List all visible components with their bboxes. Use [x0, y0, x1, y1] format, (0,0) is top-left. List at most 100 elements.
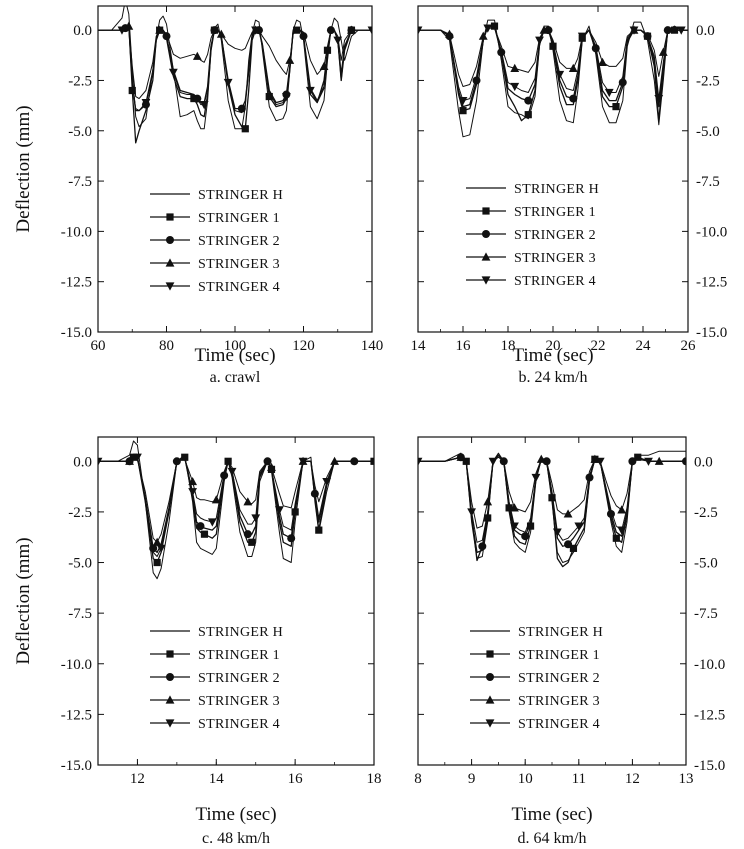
- x-tick-label: 80: [159, 338, 174, 354]
- data-point: [658, 47, 668, 56]
- y-tick-label: -7.5: [696, 174, 720, 190]
- series-stringer-1: [98, 23, 372, 144]
- data-point: [287, 534, 296, 543]
- legend: STRINGER H STRINGER 1 STRINGER 2 STRINGER 3…: [150, 625, 283, 732]
- data-point: [629, 26, 639, 35]
- y-tick-label: -12.5: [694, 707, 725, 723]
- data-point: [281, 92, 291, 102]
- legend-label: STRINGER 1: [518, 648, 600, 663]
- data-point: [598, 57, 607, 66]
- data-point: [526, 522, 535, 530]
- x-tick-label: 13: [679, 771, 694, 787]
- data-point: [149, 544, 158, 553]
- series-line: [98, 25, 372, 100]
- x-tick-label: 24: [636, 338, 652, 354]
- data-point: [569, 544, 578, 552]
- data-point: [524, 96, 533, 105]
- y-tick-label: -10.0: [696, 224, 727, 240]
- series-line: [418, 27, 688, 102]
- data-point: [200, 530, 209, 538]
- data-point: [251, 26, 260, 35]
- y-tick-label: -5.0: [694, 556, 718, 572]
- x-axis-title: Time (sec): [195, 804, 276, 825]
- x-tick-label: 18: [501, 338, 516, 354]
- data-point: [243, 497, 253, 506]
- data-point: [315, 526, 323, 534]
- data-point: [211, 495, 221, 504]
- x-tick-label: 20: [546, 338, 561, 354]
- series-line: [418, 450, 686, 563]
- data-point: [141, 98, 151, 108]
- data-point: [196, 522, 205, 531]
- series-line: [418, 27, 688, 87]
- series-stringer-4: [418, 24, 688, 106]
- data-point: [156, 544, 166, 553]
- series-stringer-1: [418, 453, 686, 568]
- data-point: [298, 457, 308, 466]
- legend-marker: [485, 719, 495, 728]
- legend: STRINGER H STRINGER 1 STRINGER 2 STRINGER 3…: [150, 188, 283, 295]
- x-tick-label: 16: [288, 771, 304, 787]
- data-point: [207, 518, 217, 527]
- legend-marker: [482, 207, 490, 215]
- y-tick-label: -12.5: [696, 275, 727, 291]
- legend-marker: [165, 695, 175, 704]
- x-axis-title: Time (sec): [194, 345, 275, 366]
- legend-label: STRINGER 1: [198, 211, 280, 226]
- data-point: [98, 457, 103, 466]
- series-line: [418, 456, 686, 529]
- data-point: [418, 26, 423, 35]
- data-point: [467, 508, 476, 517]
- data-point: [521, 532, 530, 541]
- y-axis-title: Deflection (mm): [13, 537, 34, 664]
- data-point: [644, 457, 653, 466]
- data-point: [555, 70, 565, 80]
- data-point: [333, 36, 343, 45]
- legend-marker: [166, 650, 174, 658]
- data-point: [531, 473, 541, 483]
- y-tick-label: 0.0: [73, 454, 92, 470]
- data-point: [569, 94, 578, 103]
- data-point: [505, 504, 513, 512]
- data-point: [478, 542, 487, 551]
- panel-caption: c. 48 km/h: [202, 830, 270, 847]
- x-tick-label: 100: [224, 338, 247, 354]
- panel-caption: a. crawl: [210, 369, 261, 386]
- series-line: [418, 454, 686, 568]
- x-tick-label: 120: [292, 338, 315, 354]
- series-line: [418, 454, 686, 562]
- data-point: [654, 456, 664, 465]
- data-point: [488, 457, 498, 466]
- y-axis-title: Deflection (mm): [13, 105, 34, 232]
- legend-label: STRINGER 3: [518, 694, 600, 709]
- data-point: [227, 467, 237, 477]
- legend-label: STRINGER 2: [198, 234, 280, 249]
- legend-label: STRINGER 2: [518, 671, 600, 686]
- data-point: [590, 454, 600, 463]
- data-point: [243, 530, 252, 539]
- data-point: [251, 514, 261, 523]
- x-tick-label: 14: [411, 338, 427, 354]
- legend-marker: [486, 673, 494, 681]
- legend-label: STRINGER 4: [198, 280, 280, 295]
- series-stringer-h: [418, 450, 686, 563]
- x-tick-label: 8: [414, 771, 422, 787]
- x-tick-label: 22: [591, 338, 606, 354]
- legend-label: STRINGER H: [518, 625, 603, 640]
- legend-marker: [481, 252, 491, 261]
- legend-marker: [486, 650, 494, 658]
- data-point: [330, 456, 339, 465]
- chart-panel-3: 12 14 16 18 0.0 -2.5 -5.0 -7.5 -10.0 -12.5 -15.0 Ti…: [13, 436, 382, 847]
- data-point: [445, 29, 454, 38]
- data-point: [128, 86, 136, 95]
- legend-marker: [165, 719, 175, 728]
- data-point: [117, 26, 127, 35]
- y-tick-label: 0.0: [73, 23, 92, 39]
- x-tick-label: 14: [209, 771, 225, 787]
- y-tick-label: -5.0: [696, 124, 720, 140]
- series-stringer-4: [98, 25, 372, 114]
- data-point: [617, 526, 627, 535]
- data-point: [612, 534, 620, 542]
- chart-panel-1: 60 80 100 120 140 0.0 -2.5 -5.0 -7.5 -10.0 -12.5 -1…: [13, 5, 383, 386]
